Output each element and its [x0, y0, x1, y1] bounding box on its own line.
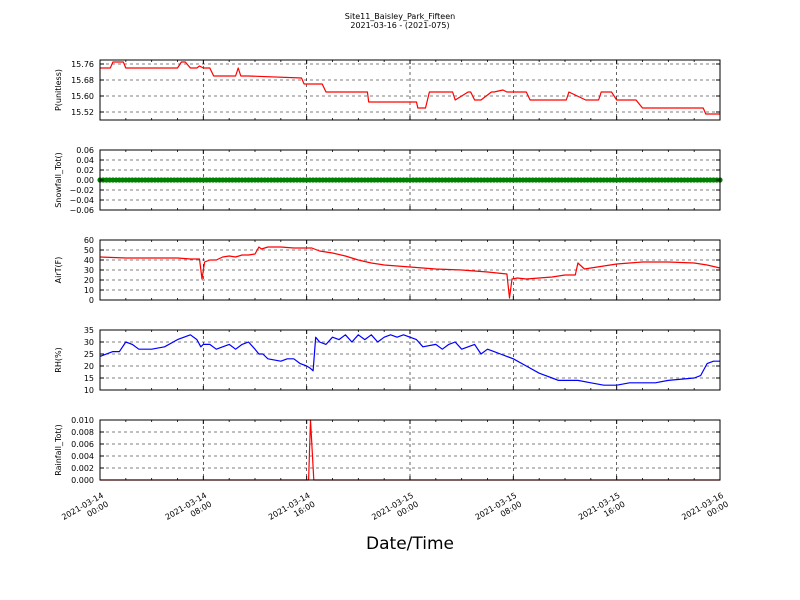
- y-tick-label: −0.06: [69, 206, 94, 215]
- y-tick-label: 30: [84, 266, 94, 275]
- y-tick-label: 25: [84, 350, 94, 359]
- y-tick-label: 15: [84, 374, 94, 383]
- y-tick-label: 15.76: [71, 60, 94, 69]
- y-tick-label: 15.60: [71, 92, 94, 101]
- y-tick-label: 0.06: [76, 146, 94, 155]
- y-tick-label: 0.004: [71, 452, 94, 461]
- y-tick-label: 0.010: [71, 416, 94, 425]
- series-line: [100, 61, 720, 115]
- series-line: [99, 246, 721, 299]
- y-axis-title: Rainfall_Tot(): [54, 424, 63, 476]
- y-tick-label: 40: [84, 256, 94, 265]
- y-tick-label: 30: [84, 338, 94, 347]
- chart-title: Site11_Baisley_Park_Fifteen: [344, 12, 456, 21]
- y-tick-label: 15.68: [71, 76, 94, 85]
- y-axis-title: Snowfall_Tot(): [54, 152, 63, 208]
- y-tick-label: 10: [84, 286, 94, 295]
- y-axis-title: P(unitless): [54, 69, 63, 111]
- y-tick-label: 50: [84, 246, 94, 255]
- y-tick-label: −0.02: [69, 186, 94, 195]
- y-tick-label: 0.008: [71, 428, 94, 437]
- y-axis-title: AirT(F): [54, 257, 63, 284]
- y-tick-label: 60: [84, 236, 94, 245]
- y-axis-title: RH(%): [54, 347, 63, 372]
- chart-subtitle: 2021-03-16 - (2021-075): [350, 21, 450, 30]
- y-tick-label: 0: [89, 296, 94, 305]
- y-tick-label: 0.000: [71, 476, 94, 485]
- series-line: [99, 334, 720, 386]
- y-tick-label: 0.02: [76, 166, 94, 175]
- y-tick-label: 15.52: [71, 108, 94, 117]
- y-tick-label: 35: [84, 326, 94, 335]
- y-tick-label: 0.00: [76, 176, 94, 185]
- y-tick-label: 0.002: [71, 464, 94, 473]
- y-tick-label: 0.04: [76, 156, 94, 165]
- y-tick-label: 0.006: [71, 440, 94, 449]
- y-tick-label: −0.04: [69, 196, 94, 205]
- y-tick-label: 20: [84, 276, 94, 285]
- x-axis-title: Date/Time: [366, 534, 454, 554]
- y-tick-label: 20: [84, 362, 94, 371]
- y-tick-label: 10: [84, 386, 94, 395]
